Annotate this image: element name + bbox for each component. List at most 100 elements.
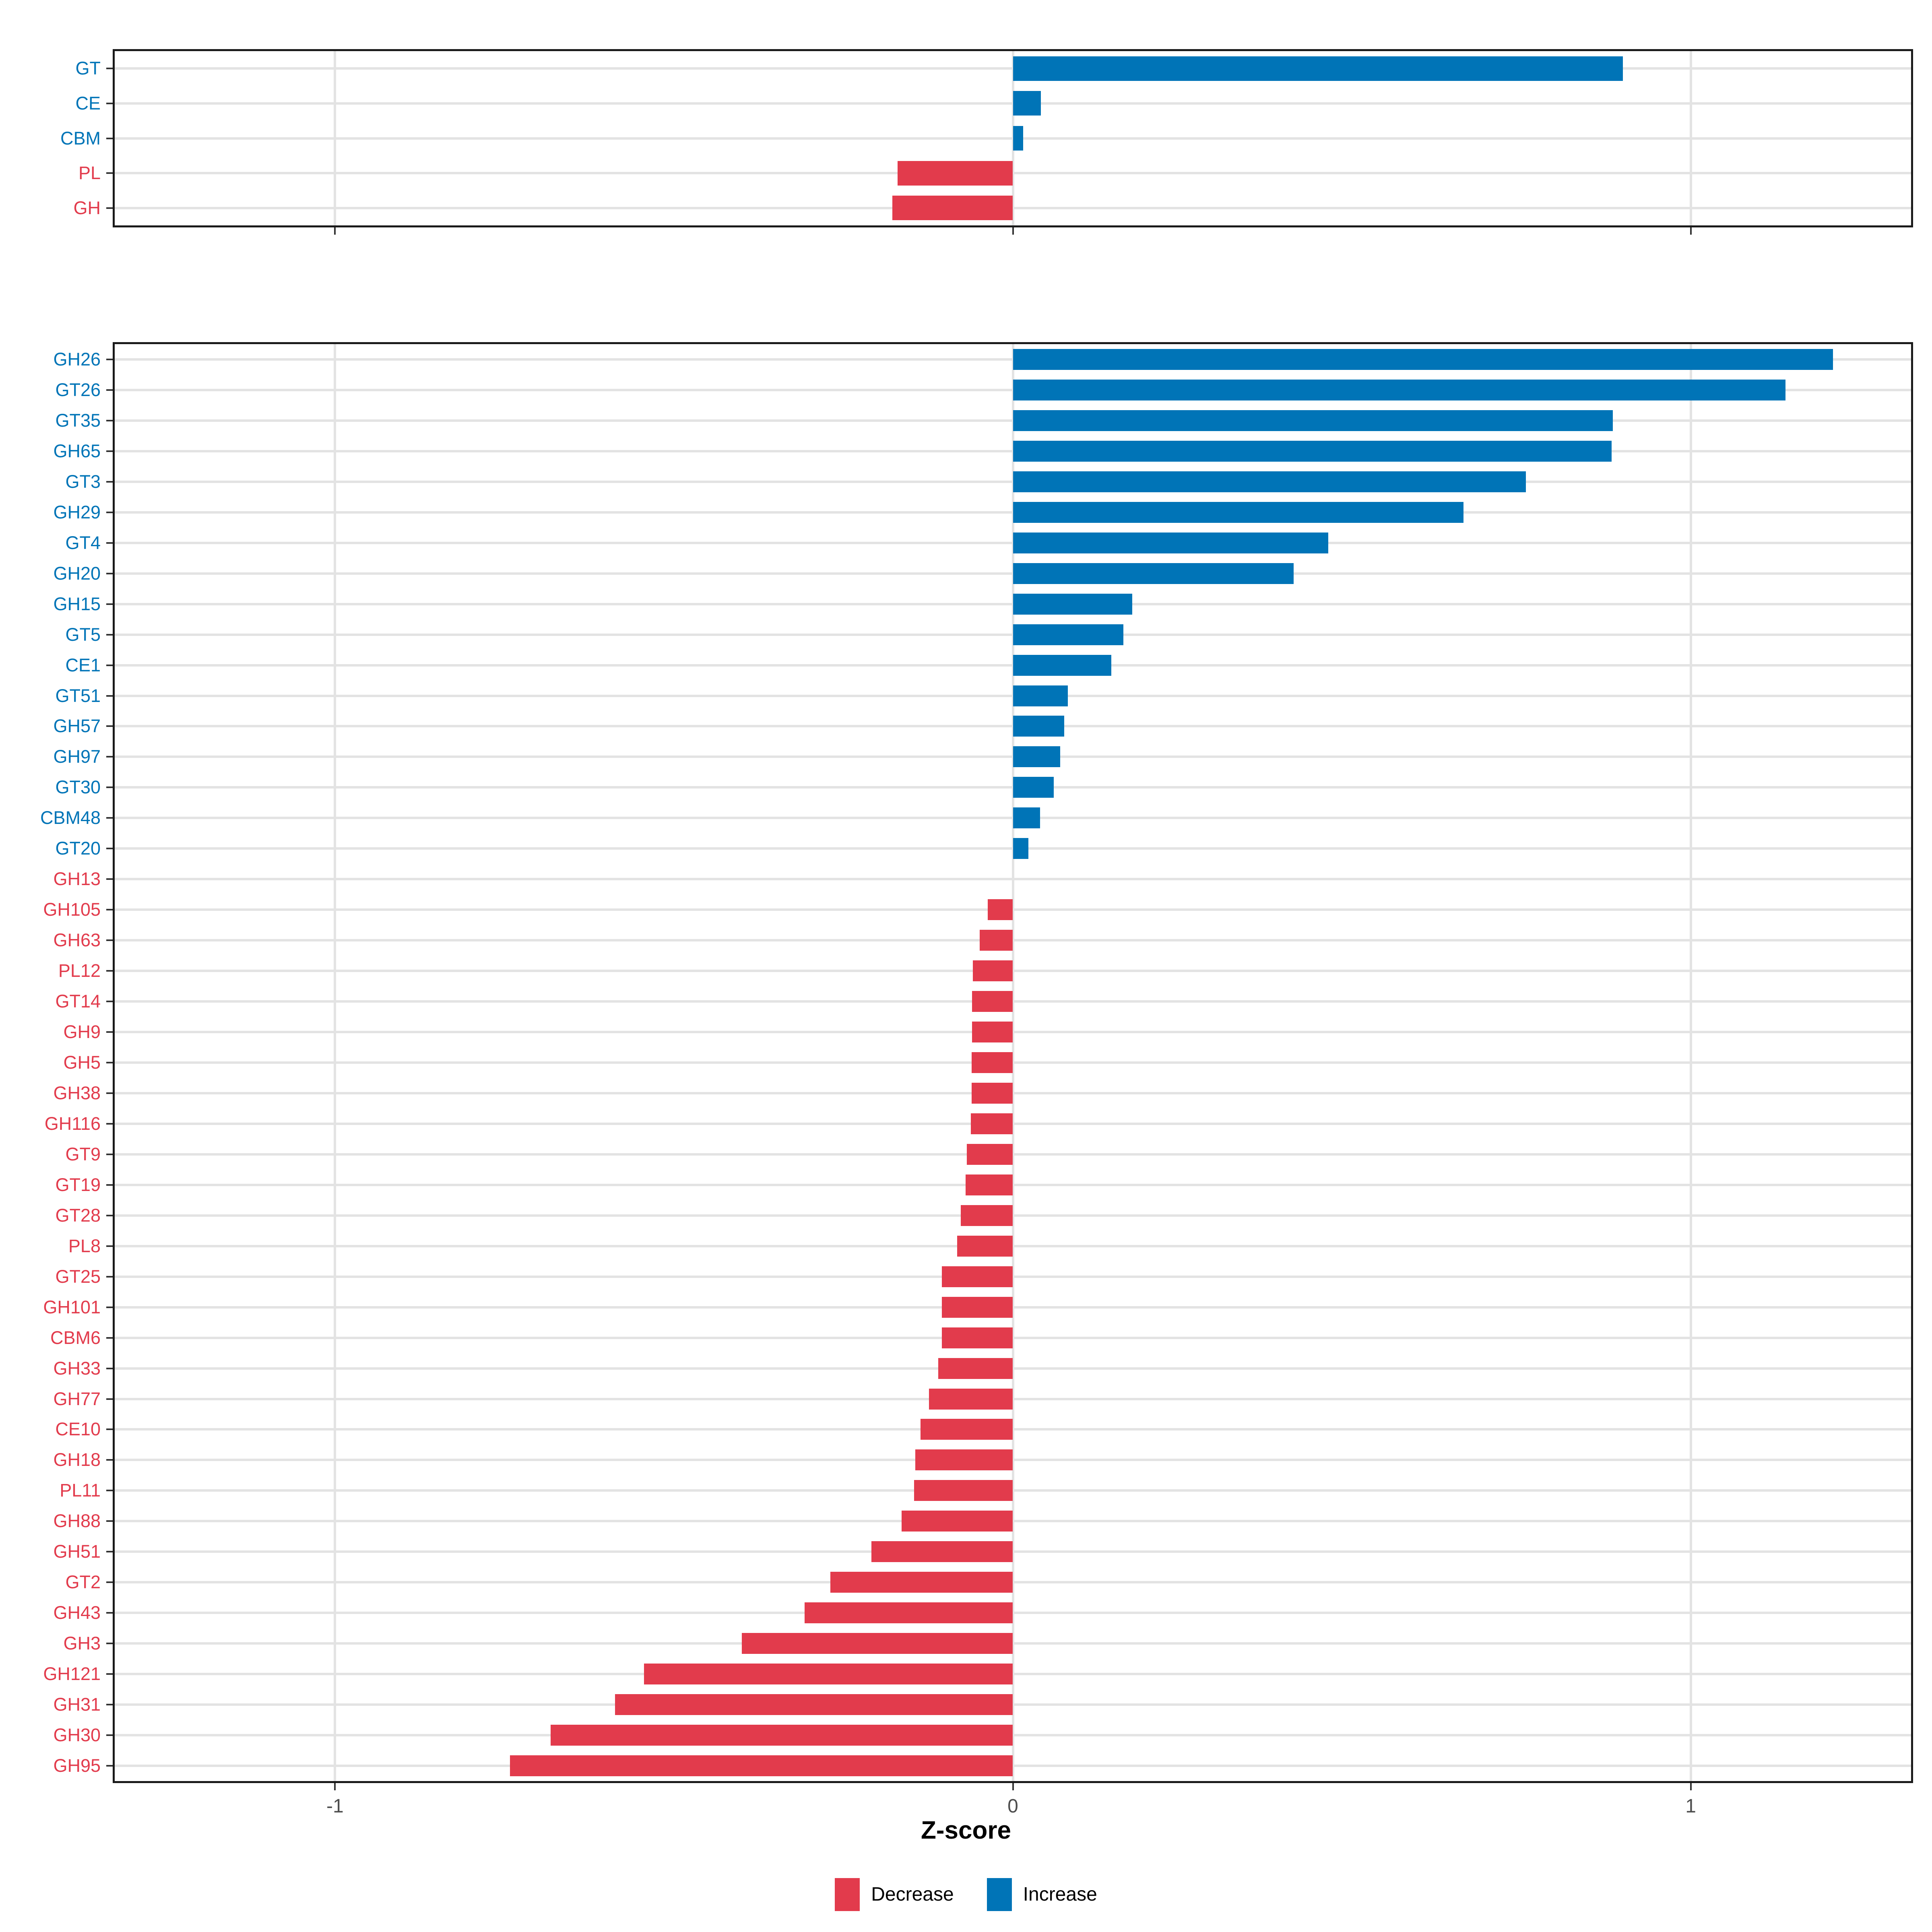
y-label-CBM6: CBM6 xyxy=(50,1327,101,1348)
y-tick xyxy=(106,172,113,174)
y-label-GT19: GT19 xyxy=(55,1174,101,1195)
bar-GH88 xyxy=(902,1511,1013,1532)
y-label-CE: CE xyxy=(75,93,101,114)
y-label-GT28: GT28 xyxy=(55,1205,101,1226)
bar-GH65 xyxy=(1013,440,1612,462)
y-tick xyxy=(106,878,113,880)
y-label-PL: PL xyxy=(78,163,101,184)
y-tick xyxy=(106,1306,113,1308)
y-tick xyxy=(106,1153,113,1155)
y-label-GH63: GH63 xyxy=(53,930,101,951)
grid-row xyxy=(115,1183,1911,1186)
grid-row xyxy=(115,1122,1911,1125)
y-label-CE10: CE10 xyxy=(55,1419,101,1440)
y-tick xyxy=(106,1001,113,1003)
grid-row xyxy=(115,1061,1911,1064)
grid-row xyxy=(115,1092,1911,1094)
y-tick xyxy=(106,137,113,139)
y-tick xyxy=(106,102,113,104)
x-tick-label: 0 xyxy=(1007,1796,1018,1817)
grid-row xyxy=(115,1245,1911,1247)
grid-row xyxy=(115,1153,1911,1156)
y-tick xyxy=(106,1581,113,1583)
bar-GT19 xyxy=(965,1174,1013,1195)
y-tick xyxy=(106,1092,113,1094)
bar-GT26 xyxy=(1013,379,1786,400)
grid-row xyxy=(115,1397,1911,1400)
y-tick xyxy=(106,634,113,636)
y-tick xyxy=(106,1612,113,1614)
bar-GH31 xyxy=(615,1694,1013,1715)
grid-row xyxy=(115,1214,1911,1217)
bar-GH30 xyxy=(550,1725,1013,1746)
y-label-PL12: PL12 xyxy=(58,960,101,981)
bar-GT35 xyxy=(1013,410,1613,431)
grid-row xyxy=(115,1336,1911,1339)
y-label-GH38: GH38 xyxy=(53,1082,101,1103)
y-label-GH95: GH95 xyxy=(53,1755,101,1776)
y-label-GT30: GT30 xyxy=(55,777,101,798)
y-tick xyxy=(106,207,113,209)
bar-GH116 xyxy=(971,1113,1013,1134)
bar-CE xyxy=(1013,91,1041,116)
y-tick xyxy=(106,1398,113,1400)
y-label-GH18: GH18 xyxy=(53,1449,101,1470)
bar-GH43 xyxy=(805,1602,1013,1624)
y-tick xyxy=(106,1245,113,1247)
y-tick xyxy=(106,1490,113,1492)
y-tick xyxy=(106,1123,113,1125)
bar-CBM48 xyxy=(1013,807,1040,829)
y-label-CBM: CBM xyxy=(60,128,101,149)
x-tick xyxy=(1012,227,1014,235)
y-tick xyxy=(106,1276,113,1278)
grid-row xyxy=(115,1550,1911,1553)
y-tick xyxy=(106,939,113,941)
y-label-PL8: PL8 xyxy=(68,1235,101,1256)
bar-GH5 xyxy=(971,1052,1013,1073)
grid-row xyxy=(115,878,1911,881)
y-label-GT: GT xyxy=(75,58,101,79)
bar-GH18 xyxy=(915,1449,1013,1471)
y-label-GH88: GH88 xyxy=(53,1511,101,1532)
bar-GH29 xyxy=(1013,502,1464,523)
y-label-GT25: GT25 xyxy=(55,1266,101,1287)
y-tick xyxy=(106,68,113,70)
y-label-GH57: GH57 xyxy=(53,716,101,737)
y-tick xyxy=(106,1704,113,1706)
y-tick xyxy=(106,481,113,483)
grid-row xyxy=(115,1765,1911,1767)
y-label-GH: GH xyxy=(73,197,101,218)
grid-row xyxy=(115,172,1911,175)
x-tick xyxy=(1012,1783,1014,1790)
bar-GH20 xyxy=(1013,563,1294,584)
y-tick xyxy=(106,542,113,544)
y-label-GH31: GH31 xyxy=(53,1694,101,1715)
panel-cazyme-classes xyxy=(113,49,1913,227)
y-tick xyxy=(106,358,113,360)
bar-GT51 xyxy=(1013,685,1068,706)
bar-GT4 xyxy=(1013,532,1328,553)
bar-CE1 xyxy=(1013,654,1111,676)
grid-row xyxy=(115,1703,1911,1706)
y-label-GH5: GH5 xyxy=(63,1052,101,1073)
y-tick xyxy=(106,725,113,727)
y-label-GT35: GT35 xyxy=(55,410,101,431)
y-label-GH101: GH101 xyxy=(43,1296,101,1317)
y-tick xyxy=(106,970,113,972)
grid-row xyxy=(115,1673,1911,1676)
grid-row xyxy=(115,206,1911,209)
bar-PL xyxy=(898,161,1013,186)
grid-row xyxy=(115,1031,1911,1034)
y-tick xyxy=(106,1031,113,1033)
y-tick xyxy=(106,1214,113,1216)
x-tick-label: -1 xyxy=(326,1796,344,1817)
y-label-GT2: GT2 xyxy=(65,1572,101,1593)
bar-GT30 xyxy=(1013,777,1054,798)
panel-cazyme-families xyxy=(113,342,1913,1783)
y-label-GH9: GH9 xyxy=(63,1022,101,1042)
y-label-CE1: CE1 xyxy=(65,654,101,675)
y-tick xyxy=(106,1734,113,1736)
grid-row xyxy=(115,1489,1911,1492)
y-tick xyxy=(106,1765,113,1767)
legend-label-decrease: Decrease xyxy=(871,1884,954,1905)
